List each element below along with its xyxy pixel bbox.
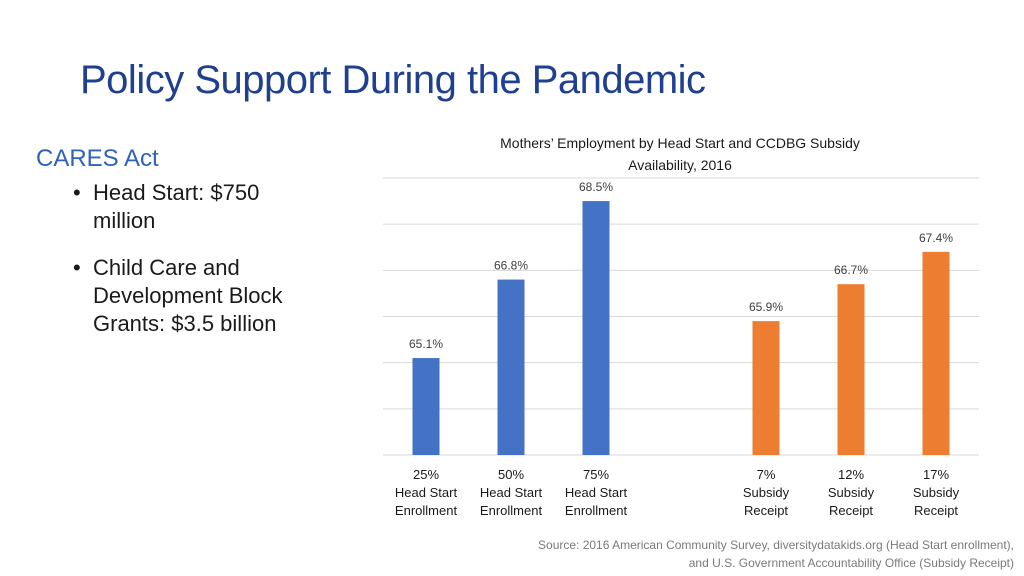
- category-label: Receipt: [829, 503, 873, 518]
- category-label: 12%: [838, 467, 864, 482]
- data-label: 66.8%: [494, 259, 528, 273]
- category-label: 25%: [413, 467, 439, 482]
- category-label: Enrollment: [480, 503, 543, 518]
- category-label: Receipt: [914, 503, 958, 518]
- category-label: Enrollment: [565, 503, 628, 518]
- bar-head-start-2: [497, 279, 525, 455]
- source-line-1: Source: 2016 American Community Survey, …: [538, 538, 1014, 552]
- bullet-head-start-funding: • Head Start: $750 million: [36, 179, 308, 235]
- bullet-text: Child Care and Development Block Grants:…: [93, 255, 283, 336]
- category-label: 50%: [498, 467, 524, 482]
- bar-head-start-3: [582, 201, 610, 455]
- data-label: 65.9%: [749, 300, 783, 314]
- data-label: 68.5%: [579, 180, 613, 194]
- bullet-dot-icon: •: [73, 255, 81, 280]
- category-label: Receipt: [744, 503, 788, 518]
- category-label: Enrollment: [395, 503, 458, 518]
- bar-subsidy-5: [837, 284, 865, 455]
- chart-title-line-2: Availability, 2016: [628, 157, 732, 173]
- category-label: Subsidy: [828, 485, 875, 500]
- category-label: 75%: [583, 467, 609, 482]
- category-label: Head Start: [480, 485, 543, 500]
- bar-subsidy-6: [922, 251, 950, 455]
- source-note: Source: 2016 American Community Survey, …: [394, 536, 1014, 572]
- bar-head-start-1: [412, 358, 440, 455]
- bullet-ccdbg-funding: • Child Care and Development Block Grant…: [36, 254, 308, 338]
- category-label: Head Start: [565, 485, 628, 500]
- chart-title: Mothers’ Employment by Head Start and CC…: [440, 132, 920, 176]
- source-line-2: and U.S. Government Accountability Offic…: [688, 556, 1014, 570]
- slide-title: Policy Support During the Pandemic: [80, 58, 706, 102]
- category-label: Subsidy: [913, 485, 960, 500]
- data-label: 66.7%: [834, 263, 868, 277]
- data-label: 65.1%: [409, 337, 443, 351]
- category-label: 17%: [923, 467, 949, 482]
- bullet-text: Head Start: $750 million: [93, 180, 260, 233]
- chart-title-line-1: Mothers’ Employment by Head Start and CC…: [500, 135, 860, 151]
- bar-subsidy-4: [752, 321, 780, 455]
- category-label: 7%: [757, 467, 776, 482]
- cares-act-panel: CARES Act • Head Start: $750 million • C…: [36, 145, 336, 357]
- bullet-dot-icon: •: [73, 180, 81, 205]
- funding-bullet-list: • Head Start: $750 million • Child Care …: [36, 179, 336, 338]
- category-label: Subsidy: [743, 485, 790, 500]
- cares-act-heading: CARES Act: [36, 145, 159, 172]
- data-label: 67.4%: [919, 231, 953, 245]
- category-label: Head Start: [395, 485, 458, 500]
